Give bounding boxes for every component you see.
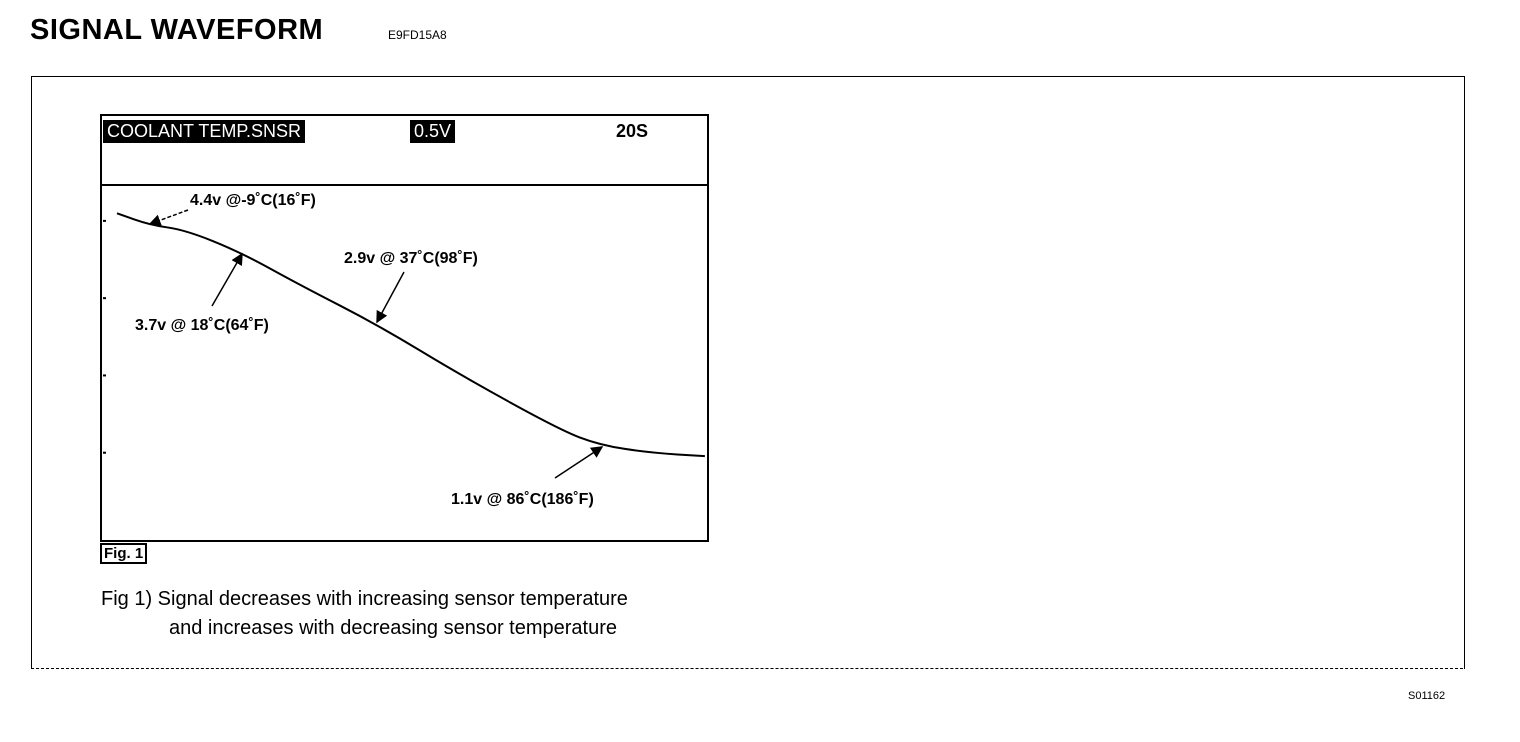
scope-header-divider [100, 184, 707, 186]
time-scale-label: 20S [616, 121, 649, 141]
annotation-arrow [148, 209, 189, 227]
waveform-line [116, 212, 705, 458]
reference-code: S01162 [1408, 690, 1446, 702]
annotation-arrow [554, 446, 604, 479]
page-title: SIGNAL WAVEFORM [30, 14, 324, 46]
y-axis-ticks [103, 219, 106, 454]
annotation-arrow [211, 252, 243, 307]
annotation-label: 4.4v @-9˚C(16˚F) [190, 192, 316, 209]
caption-line-2: and increases with decreasing sensor tem… [169, 617, 618, 639]
caption-line-1: Fig 1) Signal decreases with increasing … [101, 588, 628, 610]
annotation-label: 1.1v @ 86˚C(186˚F) [451, 491, 594, 508]
scope-screen [100, 114, 709, 542]
figure-tag: Fig. 1 [100, 543, 148, 564]
volt-scale-label: 0.5V [410, 120, 456, 143]
annotation-arrow [376, 271, 405, 324]
channel-label: COOLANT TEMP.SNSR [103, 120, 306, 143]
content-frame [31, 76, 1465, 669]
annotation-label: 2.9v @ 37˚C(98˚F) [344, 250, 478, 267]
annotation-label: 3.7v @ 18˚C(64˚F) [135, 317, 269, 334]
document-code: E9FD15A8 [388, 28, 447, 42]
frame-bottom-rule [31, 668, 1463, 669]
